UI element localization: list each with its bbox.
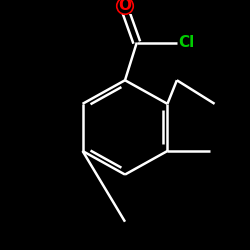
- Text: O: O: [118, 0, 132, 14]
- Text: Cl: Cl: [178, 35, 194, 50]
